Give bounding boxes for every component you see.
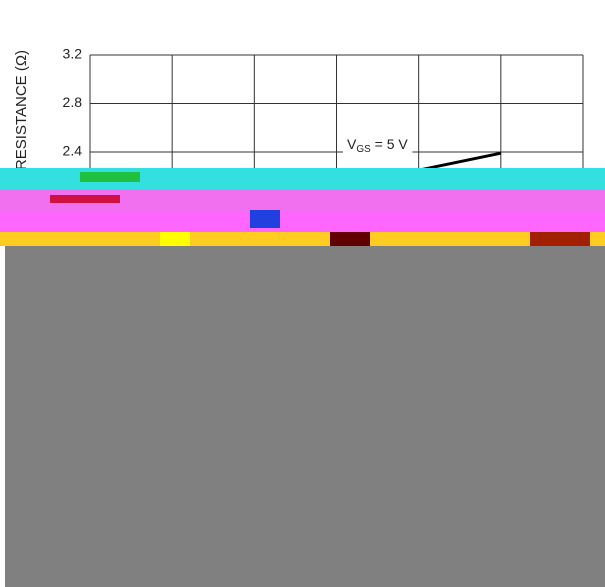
y-tick-label: 2.4: [63, 143, 83, 159]
annotation-background: [343, 132, 413, 158]
plot-area: 2.4 2.8 3.2 RESISTANCE (Ω) VGS = 5 V: [13, 46, 584, 201]
y-tick-label: 3.2: [63, 46, 83, 62]
y-tick-label: 2.8: [63, 94, 83, 110]
y-axis-label: RESISTANCE (Ω): [13, 50, 30, 170]
data-line: [418, 151, 502, 172]
corrupted-band: [0, 168, 605, 587]
annotation-part: V: [347, 136, 357, 152]
annotation: VGS = 5 V: [347, 136, 408, 155]
annotation-part: GS: [356, 144, 371, 155]
annotation-part: = 5 V: [371, 136, 409, 152]
gray-region: [5, 246, 605, 587]
